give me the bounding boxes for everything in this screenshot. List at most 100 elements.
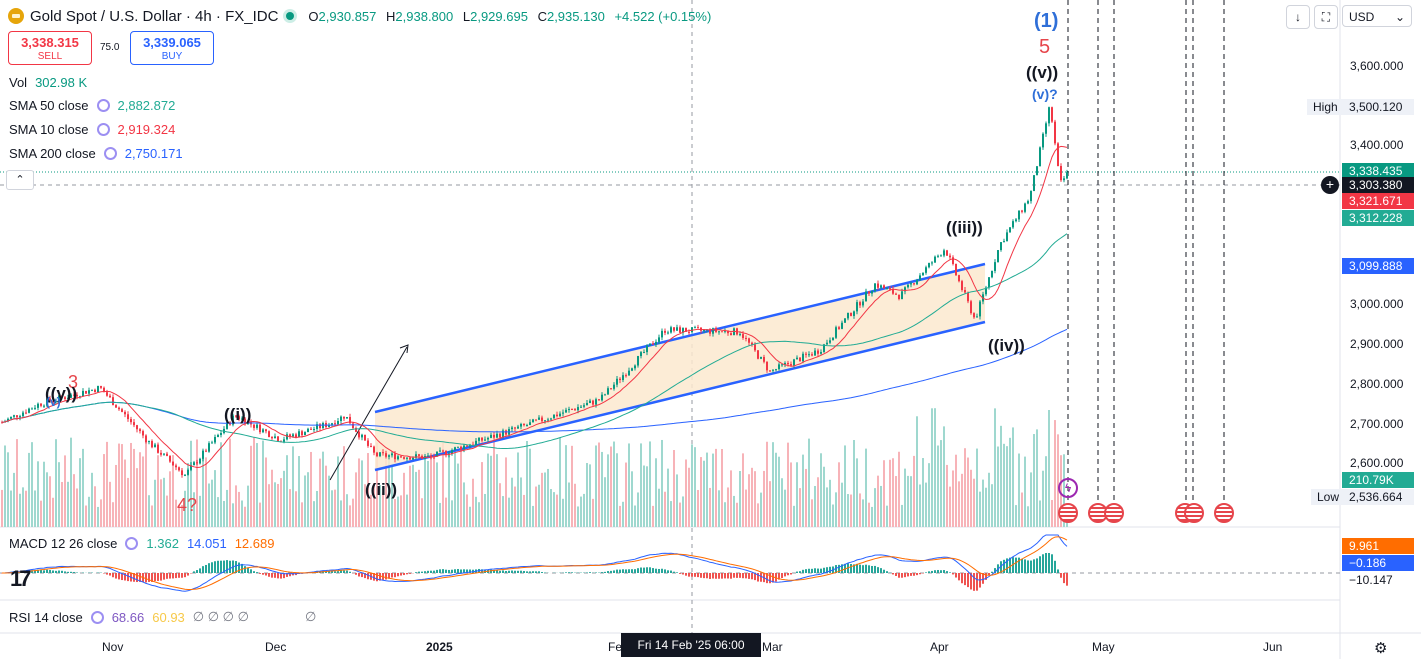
macd-hist-bar: [1003, 559, 1005, 573]
volume-bar: [538, 484, 540, 527]
candle: [1000, 242, 1002, 251]
volume-bar: [760, 492, 762, 527]
legend-sma50[interactable]: SMA 50 close 2,882.872: [9, 98, 176, 113]
legend-sma200[interactable]: SMA 200 close 2,750.171: [9, 146, 183, 161]
symbol-header[interactable]: Gold Spot / U.S. Dollar · 4h · FX_IDC O2…: [8, 6, 711, 26]
volume-bar: [193, 492, 195, 527]
low-value-tag: 2,536.664: [1342, 489, 1414, 505]
volume-bar: [574, 483, 576, 527]
macd-hist-bar: [604, 571, 606, 573]
volume-bar: [13, 472, 15, 527]
volume-bar: [985, 487, 987, 527]
candle: [100, 386, 102, 388]
candle: [151, 441, 153, 448]
wave-label-ii[interactable]: ((ii)): [365, 480, 398, 499]
channel-upper-line[interactable]: [374, 262, 986, 414]
add-plus-icon[interactable]: +: [1321, 176, 1339, 194]
alert-lightning-icon[interactable]: ϟ: [1058, 478, 1078, 498]
candle: [814, 350, 816, 356]
wave-label-1[interactable]: (1): [1034, 10, 1059, 32]
macd-hist-bar: [523, 570, 525, 573]
volume-bar: [1039, 500, 1041, 527]
sell-button[interactable]: 3,338.315 SELL: [8, 31, 92, 65]
macd-hist-bar: [688, 573, 690, 577]
macd-hist-bar: [217, 560, 219, 573]
wave-label-v-small[interactable]: (v): [46, 395, 61, 409]
wave-label-4[interactable]: 4?: [177, 495, 198, 515]
legend-macd[interactable]: MACD 12 26 close 1.362 14.051 12.689: [9, 536, 275, 551]
macd-hist-bar: [262, 573, 264, 575]
candle: [634, 365, 636, 369]
macd-hist-bar: [346, 570, 348, 573]
legend-volume[interactable]: Vol 302.98 K: [9, 75, 88, 90]
wave-label-y[interactable]: ((y)): [45, 384, 78, 403]
settings-gear-icon[interactable]: ⚙: [1374, 640, 1388, 657]
macd-hist-bar: [820, 568, 822, 573]
volume-bar: [988, 472, 990, 527]
currency-select[interactable]: USD ⌄: [1342, 5, 1412, 27]
us-flag-event-icon[interactable]: [1104, 503, 1124, 523]
volume-bar: [334, 489, 336, 527]
macd-hist-bar: [865, 564, 867, 573]
macd-hist-bar: [373, 573, 375, 581]
legend-rsi[interactable]: RSI 14 close 68.66 60.93 ∅ ∅ ∅ ∅ ∅: [9, 609, 317, 625]
arrow-drawing[interactable]: [329, 346, 408, 481]
wave-label-iii[interactable]: ((iii)): [946, 218, 983, 237]
candle: [463, 445, 465, 450]
macd-hist-bar: [118, 573, 120, 580]
legend-sma10[interactable]: SMA 10 close 2,919.324: [9, 122, 176, 137]
candle: [955, 263, 957, 276]
volume-bar: [412, 464, 414, 527]
candle: [346, 416, 348, 419]
candle: [286, 434, 288, 440]
volume-bar: [688, 467, 690, 527]
wave-label-v-inner[interactable]: (v)?: [1032, 86, 1058, 102]
us-flag-event-icon[interactable]: [1184, 503, 1204, 523]
macd-hist-bar: [202, 566, 204, 573]
volume-bar: [49, 476, 51, 527]
volume-bar: [955, 454, 957, 527]
symbol-title[interactable]: Gold Spot / U.S. Dollar · 4h · FX_IDC: [30, 7, 279, 25]
candle: [592, 400, 594, 405]
volume-bar: [238, 491, 240, 527]
candle: [826, 342, 828, 345]
macd-hist-bar: [532, 571, 534, 573]
macd-hist-bar: [157, 573, 159, 581]
wave-label-iv[interactable]: ((iv)): [988, 336, 1025, 355]
us-flag-event-icon[interactable]: [1214, 503, 1234, 523]
volume-bar: [331, 490, 333, 527]
macd-hist-bar: [1030, 560, 1032, 573]
us-flag-event-icon[interactable]: [1058, 503, 1078, 523]
candle: [994, 262, 996, 271]
candle: [871, 291, 873, 294]
candle: [196, 462, 198, 464]
candle: [1048, 107, 1050, 124]
wave-label-3[interactable]: 3: [68, 372, 79, 392]
volume-bar: [382, 492, 384, 527]
candle: [1033, 175, 1035, 192]
volume-bar: [1021, 492, 1023, 527]
macd-hist-bar: [169, 573, 171, 579]
volume-bar: [601, 451, 603, 527]
volume-bar: [526, 440, 528, 527]
volume-bar: [535, 486, 537, 527]
download-icon[interactable]: ↓: [1286, 5, 1310, 29]
volume-bar: [388, 454, 390, 527]
fullscreen-icon[interactable]: ⛶: [1314, 5, 1338, 29]
collapse-legend-button[interactable]: ⌃: [6, 170, 34, 190]
volume-bar: [865, 448, 867, 527]
volume-bar: [439, 502, 441, 527]
wave-label-v-outer[interactable]: ((v)): [1026, 63, 1059, 82]
macd-hist-bar: [442, 569, 444, 573]
wave-label-5[interactable]: 5: [1039, 36, 1051, 58]
channel-lower-line[interactable]: [374, 320, 986, 472]
volume-bar: [1015, 505, 1017, 527]
volume-bar: [778, 456, 780, 527]
wave-label-i[interactable]: ((i)): [224, 405, 252, 424]
macd-hist-bar: [325, 571, 327, 573]
macd-hist-bar: [133, 573, 135, 582]
buy-button[interactable]: 3,339.065 BUY: [130, 31, 214, 65]
candle: [313, 429, 315, 431]
time-tick: 2025: [426, 640, 453, 654]
